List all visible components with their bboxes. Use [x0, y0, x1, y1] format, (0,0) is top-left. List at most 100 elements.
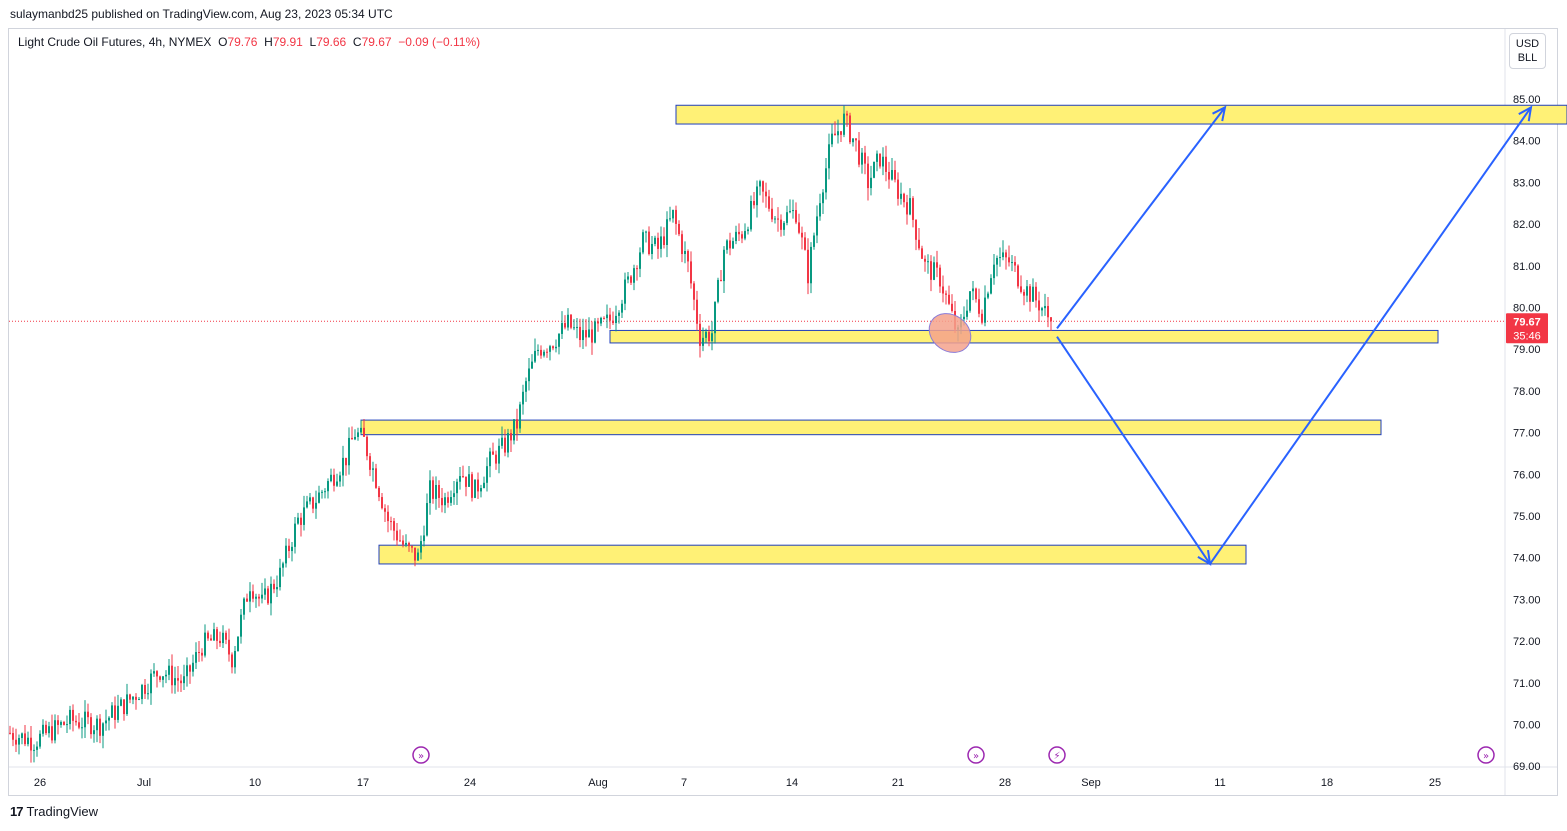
candle-body — [39, 733, 41, 747]
candle-body — [690, 261, 692, 284]
candle-body — [843, 113, 845, 135]
candle-body — [621, 303, 623, 313]
candle-body — [882, 156, 884, 167]
candle-body — [855, 138, 857, 141]
candle-body — [42, 724, 44, 734]
event-glyph: » — [1483, 751, 1489, 762]
candle-body — [1050, 317, 1052, 322]
candle-body — [936, 262, 938, 268]
candle-body — [588, 329, 590, 338]
support-resistance-zone — [609, 329, 1439, 344]
candle-body — [192, 662, 194, 672]
candle-body — [876, 153, 878, 162]
candle-body — [783, 222, 785, 230]
candle-body — [24, 733, 26, 745]
candle-body — [993, 264, 995, 279]
candle-body — [726, 240, 728, 250]
candle-body — [768, 196, 770, 209]
candle-body — [408, 542, 410, 547]
candle-body — [369, 456, 371, 470]
candle-body — [249, 591, 251, 602]
x-tick-label: 10 — [249, 777, 261, 789]
candle-body — [54, 720, 56, 741]
candle-body — [483, 482, 485, 489]
candle-body — [834, 133, 836, 136]
candle-body — [489, 451, 491, 467]
economic-event-icon[interactable] — [1477, 746, 1495, 764]
candle-body — [159, 676, 161, 680]
candle-body — [276, 587, 278, 590]
candle-body — [393, 521, 395, 531]
currency-usd: USD — [1515, 38, 1540, 50]
candle-body — [210, 638, 212, 641]
chart-frame — [8, 28, 1558, 796]
candle-body — [759, 181, 761, 187]
candle-body — [693, 283, 695, 300]
y-tick-label: 72.00 — [1513, 636, 1541, 648]
candle-body — [315, 502, 317, 509]
candle-body — [9, 732, 11, 734]
candle-body — [480, 488, 482, 492]
candle-body — [237, 636, 239, 651]
candle-body — [828, 144, 830, 169]
y-tick-label: 79.00 — [1513, 344, 1541, 356]
legend-o-label: O — [218, 35, 228, 49]
candle-body — [138, 699, 140, 701]
currency-unit-bll: BLL — [1517, 52, 1538, 64]
candle-body — [1002, 252, 1004, 258]
candle-body — [753, 201, 755, 206]
candle-body — [288, 545, 290, 552]
candle-body — [477, 479, 479, 492]
candle-body — [681, 234, 683, 255]
candle-body — [201, 652, 203, 656]
candle-body — [396, 530, 398, 541]
economic-event-icon[interactable] — [412, 746, 430, 764]
candle-body — [879, 153, 881, 167]
candle-body — [744, 231, 746, 239]
candle-body — [87, 711, 89, 718]
candle-body — [639, 252, 641, 269]
candle-body — [195, 652, 197, 663]
candle-body — [543, 351, 545, 356]
earnings-event-icon[interactable] — [1048, 746, 1066, 764]
candle-body — [48, 726, 50, 734]
candle-body — [720, 279, 722, 282]
x-tick-label: Sep — [1081, 777, 1101, 789]
candle-body — [504, 437, 506, 453]
y-tick-label: 82.00 — [1513, 219, 1541, 231]
candle-body — [714, 301, 716, 334]
candle-body — [414, 547, 416, 561]
candle-body — [762, 181, 764, 192]
economic-event-icon[interactable] — [967, 746, 985, 764]
candle-body — [675, 209, 677, 224]
candle-body — [123, 699, 125, 715]
candle-body — [612, 320, 614, 324]
candle-body — [81, 727, 83, 729]
candle-body — [324, 491, 326, 493]
y-tick-label: 69.00 — [1513, 761, 1541, 773]
candle-body — [432, 480, 434, 499]
tradingview-logo-icon: 17 — [10, 804, 24, 819]
currency-unit-button[interactable]: USD BLL — [1509, 33, 1546, 69]
candle-body — [441, 497, 443, 506]
candle-body — [825, 168, 827, 193]
candle-body — [114, 705, 116, 720]
candle-body — [117, 705, 119, 720]
candle-body — [789, 211, 791, 213]
candle-body — [333, 474, 335, 486]
candle-body — [1011, 262, 1013, 264]
candle-body — [129, 694, 131, 700]
candle-body — [309, 497, 311, 502]
candle-body — [378, 487, 380, 498]
candle-body — [516, 419, 518, 429]
candle-body — [567, 314, 569, 328]
candle-body — [390, 521, 392, 523]
candle-body — [741, 234, 743, 239]
candle-body — [387, 511, 389, 522]
candle-body — [507, 433, 509, 453]
candle-body — [888, 171, 890, 180]
candle-body — [615, 315, 617, 324]
candle-body — [495, 454, 497, 464]
candle-body — [951, 303, 953, 311]
